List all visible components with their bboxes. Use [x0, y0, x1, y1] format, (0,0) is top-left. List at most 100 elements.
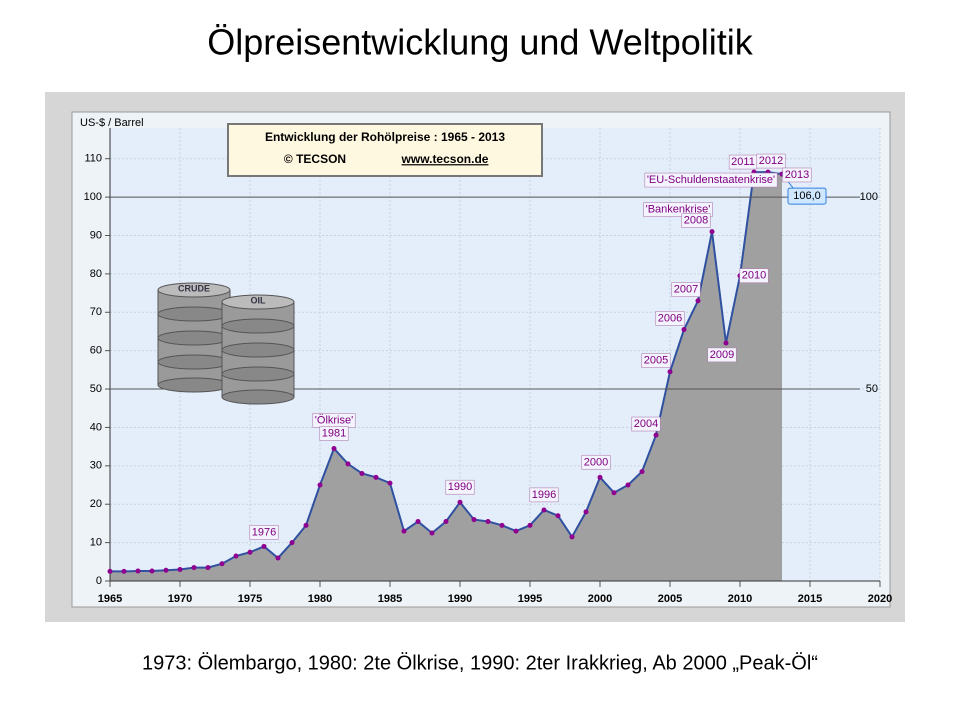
y-tick-label: 10: [90, 537, 102, 549]
data-point: [457, 499, 463, 505]
data-point: [107, 568, 113, 574]
annotation: 'Ölkrise': [315, 414, 353, 426]
data-point: [401, 528, 407, 534]
annotation: 1976: [252, 526, 276, 538]
x-tick-label: 2020: [868, 593, 892, 605]
data-point: [499, 522, 505, 528]
data-point: [583, 509, 589, 515]
data-point: [415, 518, 421, 524]
annotation: 2008: [684, 215, 708, 227]
chart-title: Entwicklung der Rohölpreise : 1965 - 201…: [265, 130, 505, 144]
annotation: 1981: [322, 427, 346, 439]
y2-tick-label: 100: [860, 191, 878, 203]
data-point: [709, 229, 715, 235]
annotation: 2013: [785, 169, 809, 181]
x-tick-label: 1970: [168, 593, 192, 605]
data-point: [121, 568, 127, 574]
data-point: [163, 567, 169, 573]
data-point: [331, 446, 337, 452]
annotation-box: [581, 454, 611, 470]
slide-caption: 1973: Ölembargo, 1980: 2te Ölkrise, 1990…: [142, 652, 818, 674]
y-tick-label: 110: [84, 153, 102, 165]
annotation: 2012: [759, 155, 783, 167]
annotation-box: [756, 153, 786, 169]
data-point: [247, 549, 253, 555]
barrel-ring: [157, 282, 231, 298]
chart: 0 10 20 30 40 50 60 70 80 90 100 110 1965 1970 1975 198…: [80, 117, 892, 605]
title-box: [227, 123, 543, 177]
data-point: [359, 471, 365, 477]
data-point: [611, 490, 617, 496]
y-tick-label: 0: [96, 575, 102, 587]
x-tick-label: 2015: [798, 593, 822, 605]
data-point: [177, 566, 183, 572]
data-point: [345, 461, 351, 467]
data-point: [289, 540, 295, 546]
data-point: [513, 528, 519, 534]
annotation-box: [643, 202, 713, 217]
annotation-box: [671, 282, 701, 297]
data-point: [667, 369, 673, 375]
area: [110, 172, 782, 581]
barrel-ring: [157, 377, 231, 393]
y-tick-label: 50: [90, 383, 102, 395]
data-point: [275, 555, 281, 561]
barrel-ring: [157, 306, 231, 322]
y-tick-label: 80: [90, 268, 102, 280]
annotation-box: [641, 353, 671, 368]
annotation-box: [681, 213, 711, 228]
annotation-box: [631, 416, 661, 432]
y-tick-label: 30: [90, 460, 102, 472]
x-tick-label: 2000: [588, 593, 612, 605]
barrel-label: CRUDE: [178, 283, 210, 293]
annotation: 2000: [584, 456, 608, 468]
annotation-box: [529, 487, 559, 503]
annotation: 2005: [644, 355, 668, 367]
x-tick-label: 1985: [378, 593, 402, 605]
barrel-ring: [221, 294, 295, 310]
data-point: [261, 543, 267, 549]
x-tick-label: 1995: [518, 593, 542, 605]
annotation: 2007: [674, 284, 698, 296]
x-tick-label: 1975: [238, 593, 262, 605]
data-point: [541, 507, 547, 513]
annotation-box: [707, 347, 737, 363]
barrel-ring: [157, 354, 231, 370]
x-tick-label: 1990: [448, 593, 472, 605]
data-point: [639, 469, 645, 475]
barrel-ring: [221, 318, 295, 334]
barrel-ring: [157, 330, 231, 346]
data-point: [527, 522, 533, 528]
data-point: [597, 474, 603, 480]
annotation: 2010: [742, 270, 766, 282]
barrel-label: OIL: [251, 295, 267, 305]
data-point: [443, 518, 449, 524]
y-tick-label: 20: [90, 498, 102, 510]
annotation: 1996: [532, 489, 556, 501]
x-tick-label: 1965: [98, 593, 122, 605]
data-point: [317, 482, 323, 488]
y-tick-label: 60: [90, 345, 102, 357]
data-point: [695, 298, 701, 304]
data-point: [205, 565, 211, 571]
value-label-box: [787, 187, 827, 205]
annotation: 'EU-Schuldenstaatenkrise': [647, 174, 775, 186]
data-point: [387, 480, 393, 486]
chart-subtitle: www.tecson.de: [401, 152, 489, 166]
annotation: 2004: [634, 418, 658, 430]
data-point: [191, 565, 197, 571]
data-point: [219, 561, 225, 567]
barrel-ring: [221, 366, 295, 382]
annotation-box: [644, 172, 778, 188]
y-tick-label: 100: [84, 191, 102, 203]
x-tick-label: 2005: [658, 593, 682, 605]
y-tick-label: 40: [90, 421, 102, 433]
y-tick-label: 90: [90, 229, 102, 241]
data-point: [303, 522, 309, 528]
annotation-box: [445, 479, 475, 495]
annotation: 'Bankenkrise': [646, 204, 711, 216]
x-tick-label: 2010: [728, 593, 752, 605]
data-point: [233, 553, 239, 559]
annotation-box: [319, 426, 349, 441]
